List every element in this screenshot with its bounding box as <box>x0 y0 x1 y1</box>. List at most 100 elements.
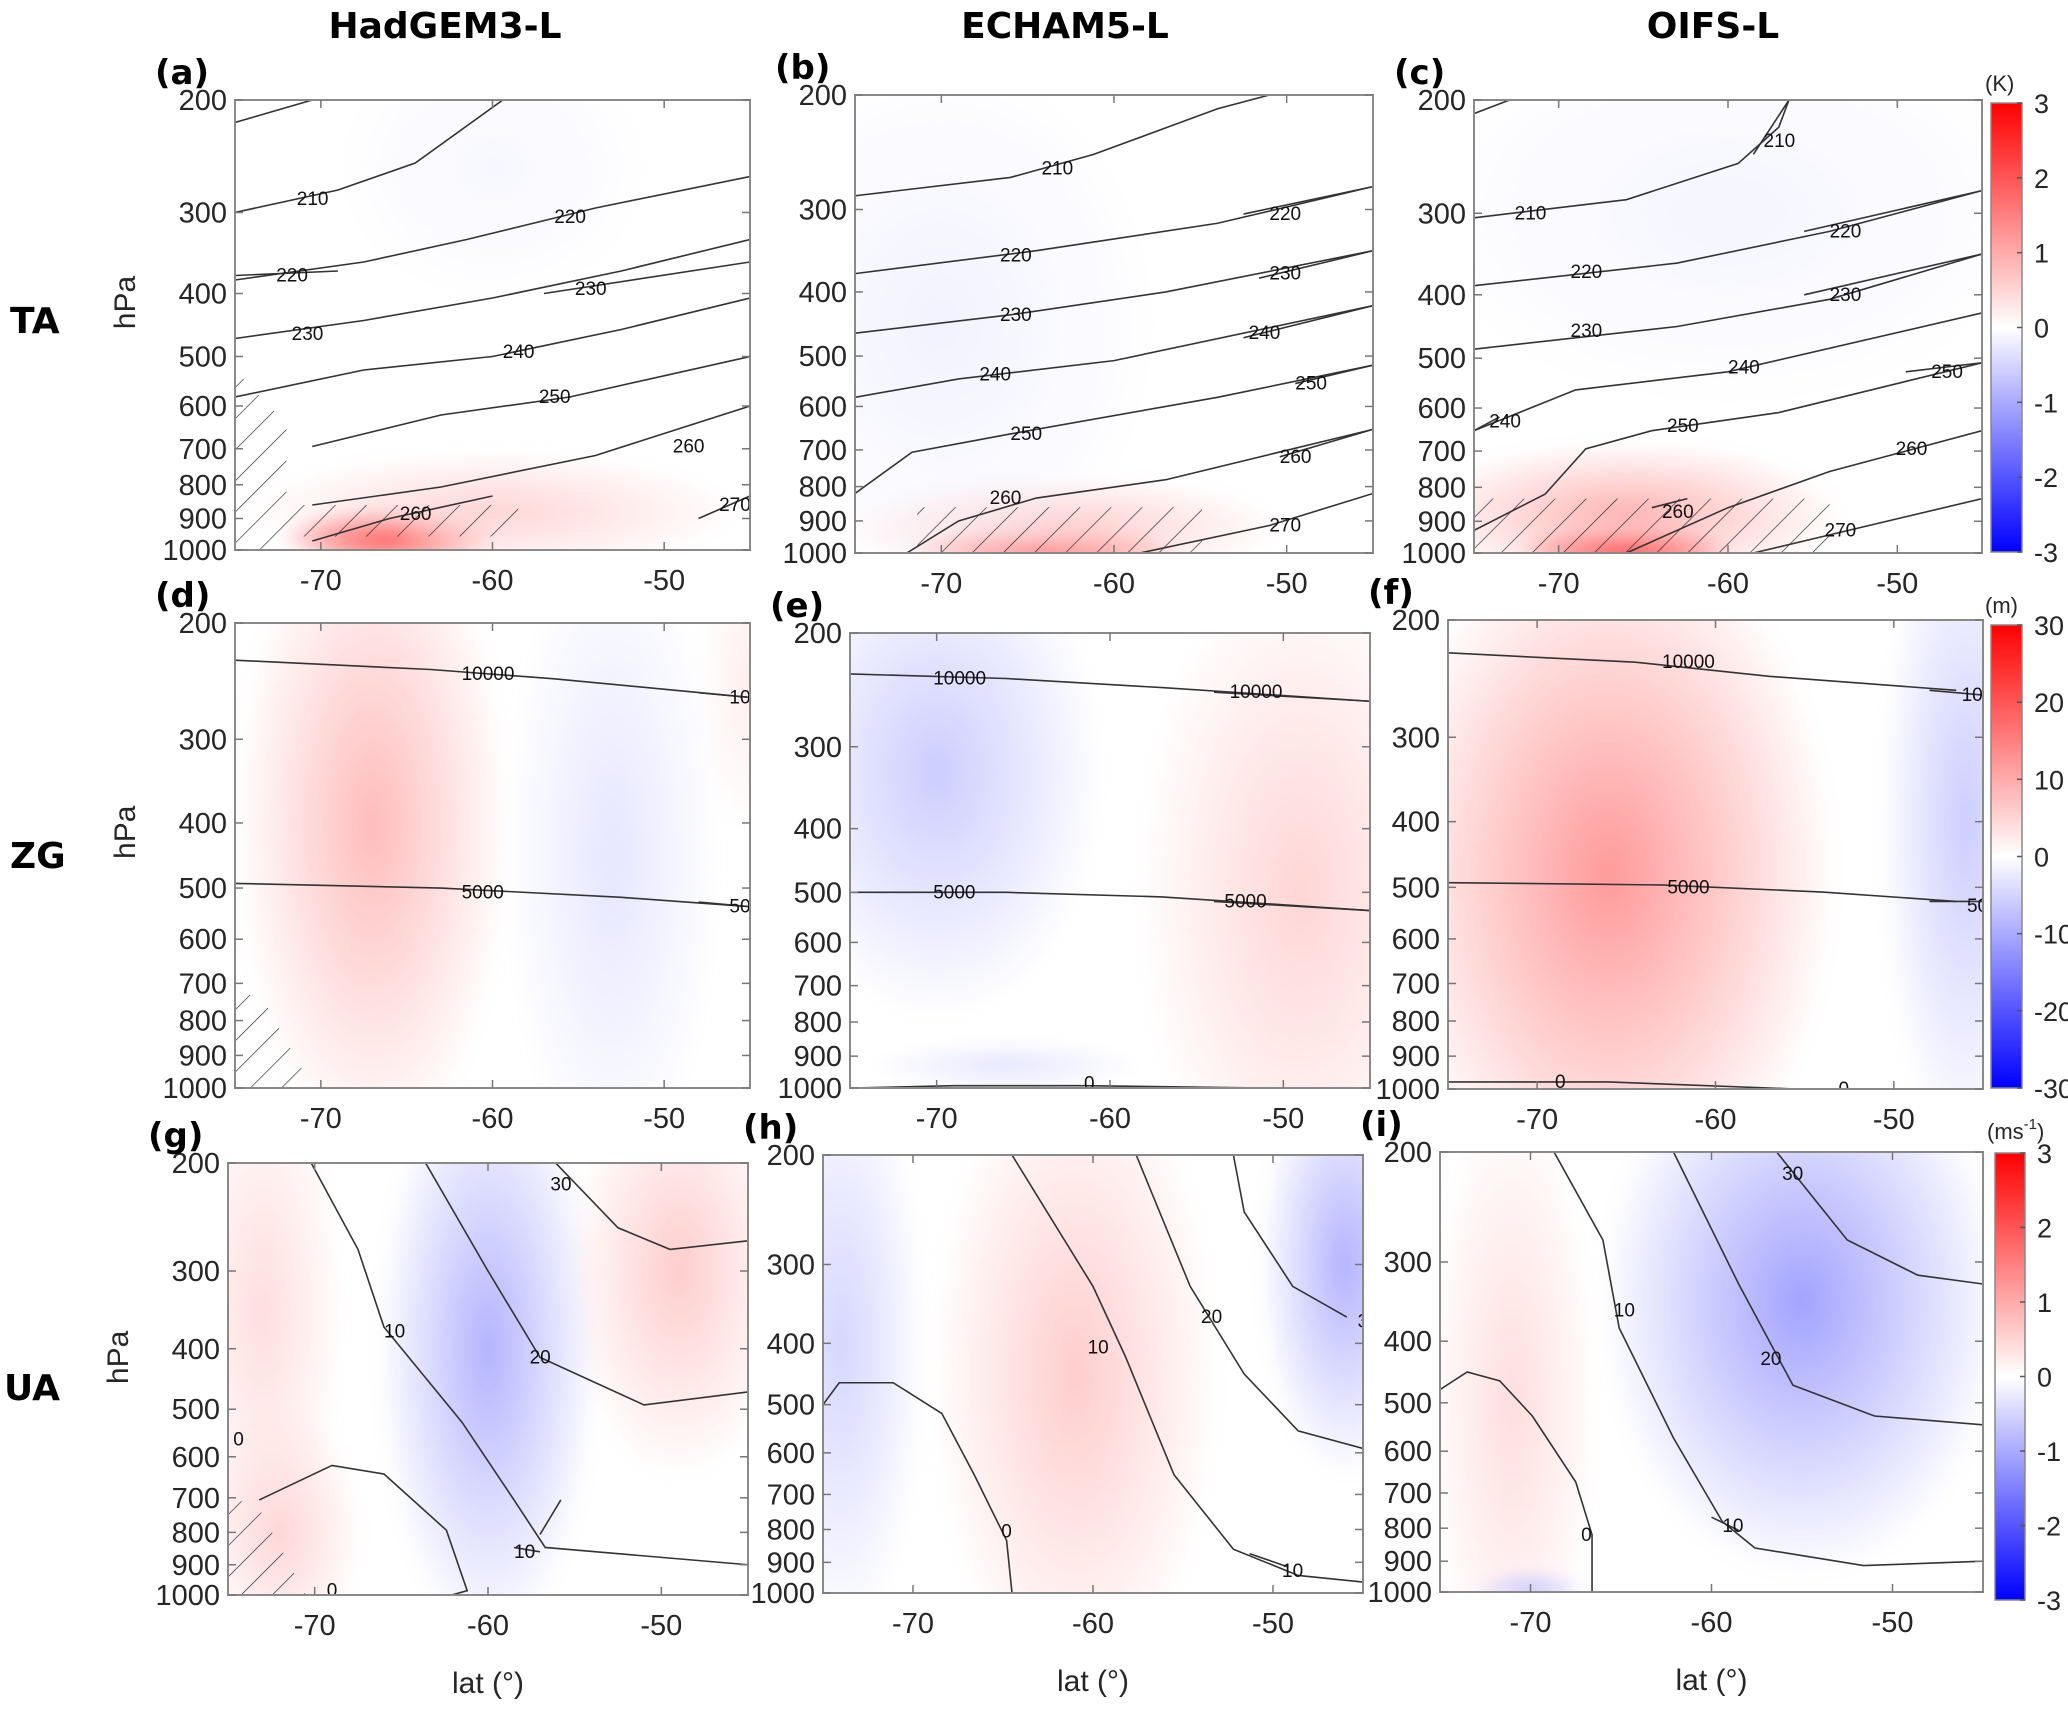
contour-line <box>312 495 493 542</box>
y-tick-label: 1000 <box>162 535 227 567</box>
x-tick-label: -60 <box>1707 568 1749 600</box>
contour-label: 5000 <box>1967 896 2009 917</box>
contour-line <box>1553 1152 1983 1567</box>
y-tick-label: 900 <box>1418 506 1466 538</box>
panel-plot-area: 10000 10000 5000 5000 0 0 <box>1448 620 2015 1089</box>
contour-line <box>1672 1152 1983 1426</box>
contour-label: 10000 <box>1962 685 2015 706</box>
colorbar-tick-label: 3 <box>2034 89 2049 119</box>
colorbar-tick-label: 20 <box>2034 688 2064 718</box>
y-tick-label: 500 <box>1418 343 1466 375</box>
y-axis-label: hPa <box>109 276 142 330</box>
y-tick-label: 300 <box>179 724 227 756</box>
x-tick-label: -60 <box>1691 1607 1733 1639</box>
panel-a: 210 220 220 230 230 240 250 260 260 270 200 300 400 5… <box>109 53 751 597</box>
y-tick-label: 500 <box>1384 1388 1432 1420</box>
panel-label: (d) <box>155 576 210 616</box>
y-tick-label: 500 <box>799 341 847 373</box>
y-tick-label: 700 <box>179 434 227 466</box>
contour-line <box>1243 185 1373 215</box>
x-tick-label: -70 <box>892 1608 934 1640</box>
anomaly-blob <box>327 100 658 309</box>
colorbar-tick-label: -3 <box>2037 1586 2061 1616</box>
x-tick-label: -60 <box>1093 568 1135 600</box>
x-tick-label: -60 <box>1072 1608 1114 1640</box>
anomaly-blob <box>235 623 510 1088</box>
panel-label: (i) <box>1360 1105 1403 1145</box>
y-tick-label: 700 <box>179 968 227 1000</box>
y-tick-label: 700 <box>1418 436 1466 468</box>
contour-label: 10000 <box>1662 652 1715 673</box>
y-tick-label: 1000 <box>782 538 847 570</box>
y-tick-label: 300 <box>1418 198 1466 230</box>
contour-label: 260 <box>990 488 1022 509</box>
y-tick-label: 900 <box>179 1040 227 1072</box>
colorbar-tick-label: 1 <box>2037 1288 2052 1318</box>
y-tick-label: 400 <box>767 1328 815 1360</box>
y-tick-label: 800 <box>799 472 847 504</box>
contour-label: 250 <box>1295 374 1327 395</box>
contour-line <box>1753 497 1982 553</box>
contour-label: 240 <box>1489 412 1521 433</box>
x-tick-label: -50 <box>1262 1103 1304 1135</box>
panel-plot-area: 10000 10000 5000 5000 0 <box>850 633 1370 1088</box>
contour-label: 20 <box>1760 1349 1781 1370</box>
y-tick-label: 700 <box>767 1479 815 1511</box>
contour-label: 210 <box>1515 203 1547 224</box>
y-tick-label: 400 <box>1392 807 1440 839</box>
contour-line <box>1139 492 1373 553</box>
y-tick-label: 500 <box>767 1390 815 1422</box>
anomaly-blob <box>567 1163 748 1482</box>
y-tick-label: 200 <box>767 1140 815 1172</box>
contour-label: 10000 <box>729 687 782 708</box>
y-tick-label: 1000 <box>777 1073 842 1105</box>
contour-label: 20 <box>530 1347 551 1368</box>
y-tick-label: 300 <box>1384 1247 1432 1279</box>
contour-line <box>1804 189 1982 233</box>
y-tick-label: 600 <box>1392 924 1440 956</box>
y-tick-label: 800 <box>179 1006 227 1038</box>
colorbar-tick-label: 30 <box>2034 611 2064 641</box>
contour-label: 10 <box>1282 1561 1303 1582</box>
anomaly-blob <box>1258 1155 1363 1478</box>
x-tick-label: -50 <box>643 1103 685 1135</box>
panel-label: (g) <box>148 1116 203 1156</box>
panel-plot-area: 0 0 10 20 30 10 <box>228 1163 748 1602</box>
colorbar-gradient <box>1990 102 2023 553</box>
panel-label: (c) <box>1394 53 1445 93</box>
panel-plot-area: 210 220 220 230 230 240 250 260 260 270 <box>235 100 750 550</box>
contour-line <box>1011 1155 1363 1583</box>
contour-label: 0 <box>327 1581 338 1602</box>
significance-hatching <box>917 507 1203 553</box>
y-tick-label: 1000 <box>1375 1074 1440 1106</box>
x-axis-label: lat (°) <box>1676 1664 1748 1697</box>
y-tick-label: 300 <box>172 1256 220 1288</box>
contour-line <box>543 261 750 295</box>
contour-label: 10000 <box>462 664 515 685</box>
contour-line <box>1752 100 1790 155</box>
contour-line <box>235 100 504 214</box>
contour-line <box>1804 253 1982 296</box>
contour-label: 230 <box>1000 305 1032 326</box>
contour-line <box>258 1464 469 1595</box>
y-tick-label: 700 <box>1384 1478 1432 1510</box>
y-tick-label: 800 <box>1418 472 1466 504</box>
significance-hatching <box>235 370 287 550</box>
contour-line <box>1651 497 1688 509</box>
y-tick-label: 300 <box>179 198 227 230</box>
panel-label: (e) <box>770 586 824 626</box>
panel-plot-area: 0 10 10 20 30 <box>1440 1152 1983 1592</box>
colorbar-tick-label: 2 <box>2034 164 2049 194</box>
y-tick-label: 200 <box>179 608 227 640</box>
colorbar-tick-label: -10 <box>2034 920 2068 950</box>
contour-line <box>698 691 750 699</box>
contour-line <box>235 297 750 398</box>
significance-hatching <box>235 985 313 1088</box>
anomaly-blob <box>1474 100 1982 415</box>
y-tick-label: 600 <box>1384 1436 1432 1468</box>
contour-line <box>235 270 339 277</box>
contour-line <box>1626 429 1982 553</box>
contour-label: 5000 <box>1667 877 1709 898</box>
colorbar-unit: (ms-1) <box>1987 1116 2044 1144</box>
anomaly-blob <box>228 1163 346 1569</box>
